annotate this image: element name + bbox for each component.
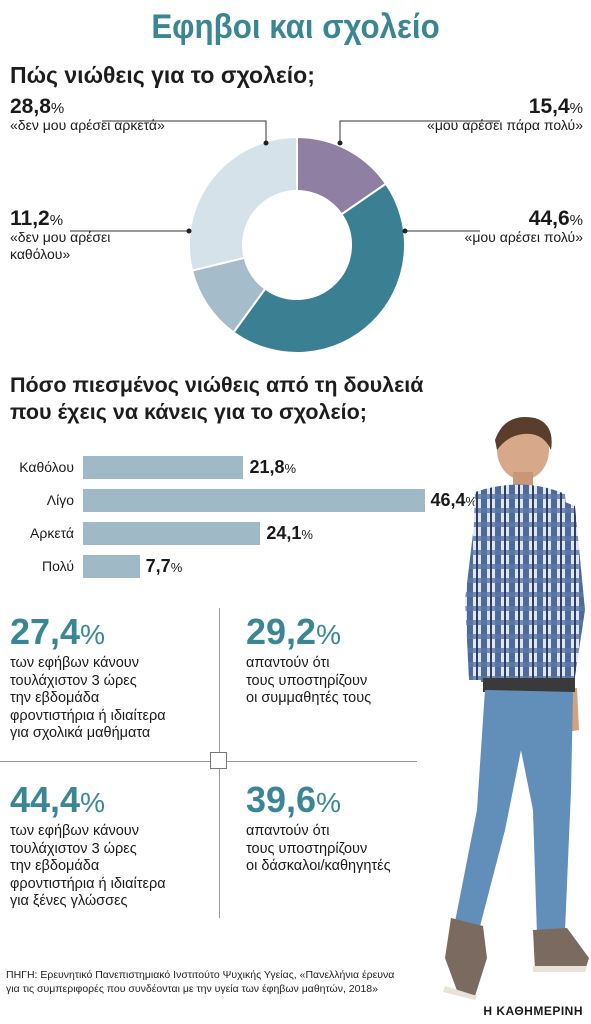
- slice-dislike-quite: [188, 135, 298, 272]
- bar-label-none: Καθόλου: [19, 459, 74, 475]
- value-dislike-quite: 28,8: [10, 95, 51, 118]
- bar-label-little: Λίγο: [46, 492, 74, 508]
- stat-text-line: απαντούν ότι: [246, 655, 330, 671]
- bar-much: [83, 555, 140, 578]
- stat-teachers-support: 39,6% απαντούν ότι τους υποστηρίζουν οι …: [246, 780, 446, 876]
- leader-like-very-much-dot: [337, 140, 343, 146]
- text-like-very-much: «μου αρέσει πάρα πολύ»: [427, 117, 583, 133]
- bar-question: Πόσο πιεσμένος νιώθεις από τη δουλειά πο…: [10, 372, 424, 426]
- bar-little: [83, 489, 425, 512]
- stat-text-line: τουλάχιστον 3 ώρες: [10, 672, 137, 689]
- stat-text-line: οι δάσκαλοι/καθηγητές: [246, 858, 391, 874]
- stat-tutoring-languages: 44,4% των εφήβων κάνουν τουλάχιστον 3 ώρ…: [10, 780, 210, 911]
- bar-none: [83, 456, 244, 479]
- stat-text-line: φροντιστήρια ή ιδιαίτερα: [10, 707, 166, 724]
- stat-tutoring-school: 27,4% των εφήβων κάνουν τουλάχιστον 3 ώρ…: [10, 612, 210, 743]
- pct-sign: %: [316, 619, 341, 650]
- grid-center-box: [210, 752, 227, 769]
- leader-like-much-dot: [402, 228, 408, 234]
- stat-text-line: τουλάχιστον 3 ώρες: [10, 840, 137, 857]
- pct-sign: %: [50, 100, 65, 117]
- value-like-much: 44,6: [528, 207, 570, 230]
- pct-sign: %: [80, 787, 105, 818]
- leader-dislike-quite-dot: [263, 140, 269, 146]
- value-like-very-much: 15,4: [528, 95, 570, 118]
- pct-sign: %: [316, 787, 341, 818]
- bar-value-much: 7,7%: [145, 556, 183, 576]
- publisher-brand: Η ΚΑΘΗΜΕΡΙΝΗ: [483, 1004, 583, 1018]
- bar-value-none: 21,8%: [249, 457, 297, 477]
- stat-text-line: οι συμμαθητές τους: [246, 690, 372, 706]
- grid-horizontal-divider-right: [227, 761, 417, 762]
- bar-question-line-2: που έχεις να κάνεις για το σχολείο;: [10, 400, 367, 424]
- leader-dislike-quite: [102, 120, 267, 143]
- text-like-much: «μου αρέσει πολύ»: [464, 229, 583, 245]
- text-dislike-quite: «δεν μου αρέσει αρκετά»: [10, 117, 165, 133]
- stat-value: 39,6: [246, 779, 317, 820]
- label-like-very-much: 15,4% «μου αρέσει πάρα πολύ»: [427, 95, 583, 134]
- bar-label-much: Πολύ: [42, 558, 74, 574]
- bar-quite: [83, 522, 261, 545]
- stat-text-line: τους υποστηρίζουν: [246, 672, 368, 689]
- stat-text-line: για σχολικά μαθήματα: [10, 725, 151, 741]
- leader-dislike-not-at-all-dot: [186, 228, 192, 234]
- bar-question-line-1: Πόσο πιεσμένος νιώθεις από τη δουλειά: [10, 373, 424, 397]
- text-dislike-not-at-all-2: καθόλου»: [10, 246, 71, 262]
- stat-text-line: των εφήβων κάνουν: [10, 655, 139, 671]
- stat-text-line: την εβδομάδα: [10, 858, 100, 874]
- stat-text-line: απαντούν ότι: [246, 823, 330, 839]
- bar-value-quite: 24,1%: [266, 523, 313, 543]
- donut-question: Πώς νιώθεις για το σχολείο;: [10, 62, 315, 88]
- grid-horizontal-divider-left: [0, 761, 210, 762]
- stat-text-line: την εβδομάδα: [10, 690, 100, 706]
- stat-value: 29,2: [246, 611, 317, 652]
- stat-value: 44,4: [10, 779, 81, 820]
- label-like-much: 44,6% «μου αρέσει πολύ»: [464, 207, 583, 246]
- stat-text-line: των εφήβων κάνουν: [10, 823, 139, 839]
- stat-value: 27,4: [10, 611, 81, 652]
- page-title: Εφηβοι και σχολείο: [151, 8, 440, 46]
- pct-sign: %: [569, 100, 583, 117]
- source-line-1: ΠΗΓΗ: Ερευνητικό Πανεπιστημιακό Ινστιτού…: [6, 969, 395, 981]
- stat-text-line: τους υποστηρίζουν: [246, 840, 368, 857]
- source-note: ΠΗΓΗ: Ερευνητικό Πανεπιστημιακό Ινστιτού…: [6, 968, 486, 996]
- source-line-2: για τις συμπεριφορές που συνδέονται με τ…: [6, 983, 378, 995]
- value-dislike-not-at-all: 11,2: [10, 207, 50, 230]
- teen-boy-illustration: [443, 416, 589, 1000]
- bar-value-little: 46,4%: [430, 490, 478, 510]
- stat-text-line: για ξένες γλώσσες: [10, 893, 128, 909]
- stat-text-line: φροντιστήρια ή ιδιαίτερα: [10, 875, 166, 892]
- text-dislike-not-at-all-1: «δεν μου αρέσει: [10, 229, 111, 245]
- leader-like-very-much: [339, 120, 500, 143]
- pct-sign: %: [569, 212, 583, 229]
- donut-chart: [70, 120, 500, 354]
- pct-sign: %: [80, 619, 105, 650]
- stat-classmates-support: 29,2% απαντούν ότι τους υποστηρίζουν οι …: [246, 612, 446, 708]
- label-dislike-not-at-all: 11,2% «δεν μου αρέσει καθόλου»: [10, 207, 111, 263]
- bar-label-quite: Αρκετά: [30, 525, 74, 541]
- slice-like-much: [232, 182, 406, 354]
- label-dislike-quite: 28,8% «δεν μου αρέσει αρκετά»: [10, 95, 165, 134]
- pct-sign: %: [49, 212, 64, 229]
